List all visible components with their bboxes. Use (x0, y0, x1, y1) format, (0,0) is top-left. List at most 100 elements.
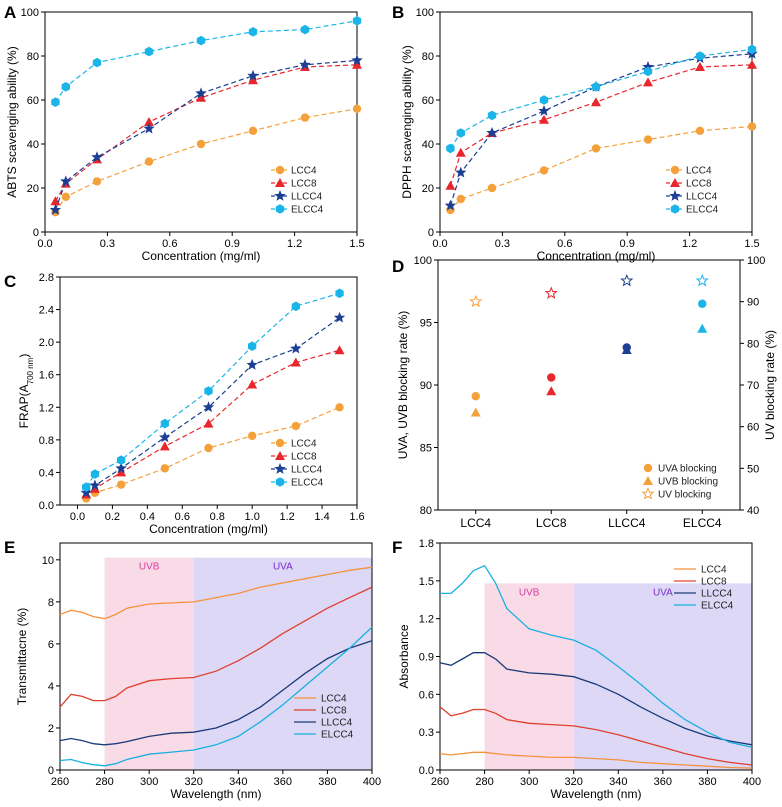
data-point (455, 166, 467, 178)
data-point (539, 166, 549, 175)
data-point (160, 464, 170, 473)
y-tick-label: 0.3 (419, 727, 434, 739)
data-point (539, 95, 549, 105)
x-tick-label: 0.6 (175, 511, 190, 523)
y-tick-label: 80 (422, 51, 434, 63)
data-point (117, 455, 126, 465)
series-line (85, 317, 340, 494)
y-tick-label: 6 (48, 639, 54, 651)
data-point (248, 75, 258, 85)
legend-item: UV blocking (641, 487, 711, 501)
x-tick-label: 360 (274, 776, 292, 788)
y-axis-label: ABTS scavenging ability (%) (5, 46, 19, 197)
y-label-end: ) (17, 354, 31, 358)
panel-d: D 80 85 90 95 100 40 50 60 70 80 90 100 LCC4 LCC8 LLCC4… (392, 255, 777, 530)
x-tick-label: 0.9 (225, 238, 240, 250)
legend-label: LCC4 (686, 166, 712, 177)
data-point (747, 122, 757, 131)
data-point (446, 143, 455, 154)
region-label: UVB (139, 562, 160, 573)
data-point (61, 192, 70, 201)
legend-label: LCC8 (686, 179, 712, 190)
y-tick-label: 0.0 (419, 765, 434, 777)
x-tick-label: 340 (609, 776, 627, 788)
data-point (247, 379, 258, 389)
y-right-tick-label: 40 (747, 505, 759, 517)
legend-item: LLCC4 (271, 463, 323, 476)
y-tick-label: 0 (48, 765, 54, 777)
data-point (300, 24, 310, 35)
data-point (82, 482, 91, 492)
x-tick-label: 0.9 (620, 238, 635, 250)
x-tick-label: 1.2 (682, 238, 697, 250)
data-point (538, 105, 550, 116)
data-point (620, 273, 634, 287)
legend-item: ELCC4 (674, 601, 734, 612)
data-point (539, 114, 549, 124)
series-uv-blocking (469, 273, 709, 308)
y-tick-label: 2.8 (39, 272, 54, 284)
panel-e: E UVB UVA 260 280 300 320 340 360 380 400 0 2 4 6 8 10 Wa… (4, 538, 381, 801)
legend-marker (643, 463, 653, 473)
data-point (61, 82, 70, 92)
x-category-label: LLCC4 (608, 516, 646, 530)
legend-marker (643, 476, 653, 485)
panel-letter: B (392, 3, 404, 22)
data-point (335, 288, 344, 299)
data-point (203, 418, 214, 428)
legend-marker (669, 190, 681, 201)
data-point (747, 44, 757, 55)
series-line (85, 349, 340, 495)
region-label: UVA (273, 562, 293, 573)
legend-marker (275, 477, 285, 487)
data-point (196, 92, 206, 102)
data-point (116, 467, 127, 477)
spectrum-line-lcc4 (59, 566, 373, 620)
data-point (335, 403, 344, 412)
data-point (469, 294, 483, 308)
x-category-label: LCC4 (460, 516, 491, 530)
y-tick-label: 60 (27, 95, 39, 107)
y-tick-label: 0.4 (39, 467, 54, 479)
spectrum-line-lcc4 (439, 751, 753, 769)
x-category-label: ELCC4 (683, 516, 722, 530)
x-category-label: LCC8 (536, 516, 567, 530)
region-label: UVA (653, 587, 673, 598)
x-tick-label: 360 (654, 776, 672, 788)
x-tick-label: 300 (520, 776, 538, 788)
legend-marker (275, 165, 285, 175)
panel-a: A 0.0 0.3 0.6 0.9 1.2 1.5 0 20 40 60 80 100 Concentra… (4, 3, 365, 263)
legend-item: ELCC4 (294, 730, 354, 741)
legend-item: ELCC4 (666, 204, 719, 216)
data-point (248, 126, 258, 135)
legend-item: UVA blocking (643, 463, 717, 475)
y-tick-label: 100 (416, 7, 434, 19)
series-line (85, 406, 340, 500)
data-point (51, 97, 60, 107)
legend-item: LLCC4 (674, 589, 733, 600)
data-point (300, 113, 310, 122)
series-llcc4 (80, 311, 346, 498)
x-tick-label: 400 (743, 776, 761, 788)
legend-label: LLCC4 (291, 192, 323, 203)
legend-label: LLCC4 (686, 192, 718, 203)
panel-letter: C (4, 272, 16, 291)
legend-item: LCC4 (294, 694, 347, 705)
data-point (92, 57, 102, 68)
y-tick-label: 20 (422, 183, 434, 195)
x-tick-label: 0.3 (495, 238, 510, 250)
plot-frame (439, 11, 753, 233)
legend-item: LLCC4 (666, 190, 718, 203)
data-point (352, 16, 362, 26)
data-point (196, 139, 206, 149)
spectrum-line-elcc4 (440, 564, 753, 748)
y-tick-label: 85 (420, 443, 432, 455)
data-point (621, 345, 632, 354)
x-tick-label: 1.6 (349, 511, 364, 523)
legend-item: LCC8 (271, 178, 317, 190)
plot-frame (59, 542, 373, 771)
legend-item: LCC8 (666, 178, 712, 190)
legend-marker (275, 438, 285, 448)
data-point (456, 128, 465, 138)
y-tick-label: 90 (420, 380, 432, 392)
